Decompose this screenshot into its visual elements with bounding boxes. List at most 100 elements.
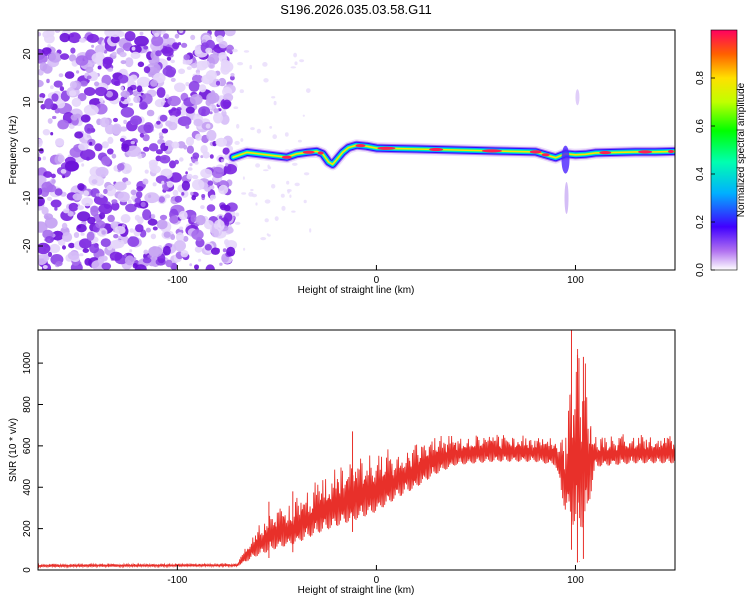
noise-blob [303,199,307,204]
noise-blob [146,109,155,117]
noise-blob [107,67,114,72]
noise-blob [117,163,125,171]
noise-blob [70,47,76,54]
noise-blob [69,147,83,158]
noise-blob [80,232,85,236]
ridge-hotspot [481,149,502,153]
y-tick-label: 1000 [22,352,33,375]
noise-blob [59,86,65,92]
noise-blob [150,233,157,240]
noise-blob [119,138,125,142]
colorbar-tick-label: 0.0 [695,263,706,277]
noise-blob [177,116,192,127]
colorbar-tick-label: 0.4 [695,167,706,181]
noise-blob [67,251,80,260]
noise-blob [271,184,276,189]
noise-blob [224,30,236,37]
noise-blob [190,34,196,41]
noise-blob [194,161,199,165]
noise-blob [111,123,122,135]
noise-blob [68,242,75,249]
noise-blob [39,62,48,72]
noise-blob [232,48,238,53]
noise-blob [38,79,44,88]
noise-blob [77,205,84,211]
noise-blob [46,78,50,84]
noise-blob [150,79,158,87]
noise-blob [192,174,199,180]
snr-x-axis: -100 0 100 [167,565,584,586]
x-tick-label: 0 [374,575,380,586]
noise-blob [243,247,246,251]
noise-blob [137,216,144,225]
noise-blob [230,75,235,81]
noise-blob [158,132,163,137]
colorbar: 0.0 0.2 0.4 0.6 0.8 Normalized spectral ampl… [695,29,747,277]
noise-blob [47,196,52,201]
noise-blob [130,140,135,145]
noise-blob [159,114,168,122]
noise-blob [223,93,234,102]
noise-blob [111,199,118,204]
noise-blob [142,134,150,142]
noise-blob [186,145,194,154]
noise-blob [68,54,77,62]
noise-blob [204,220,214,230]
noise-blob [152,226,158,231]
noise-blob [50,85,54,90]
noise-blob [143,249,149,255]
noise-blob [114,226,126,235]
noise-blob [120,96,125,102]
noise-blob [69,124,75,129]
noise-blob [124,255,135,266]
noise-blob [170,234,176,240]
noise-blob [42,156,46,161]
noise-blob [226,246,236,257]
noise-blob [287,189,290,194]
noise-blob [156,219,168,230]
noise-blob [172,42,180,50]
noise-blob [83,87,96,96]
noise-blob [170,77,176,82]
noise-blob [102,56,114,65]
noise-blob [294,182,300,187]
noise-blob [91,44,95,48]
noise-blob [130,115,143,126]
ridge-hotspot [541,153,550,157]
snr-spikes [268,330,584,563]
noise-blob [213,108,219,114]
noise-blob [161,180,165,185]
snr-y-label: SNR (10 * v/v) [8,418,19,482]
noise-blob [174,82,186,93]
noise-blob [80,149,96,161]
noise-blob [190,191,194,196]
noise-blob [47,251,53,257]
noise-blob [105,90,113,98]
noise-blob [218,184,229,195]
noise-blob [219,262,223,266]
ridge-hotspot [302,150,315,154]
noise-blob [44,217,58,229]
noise-blob [185,82,190,87]
noise-blob [90,205,99,217]
x-tick-label: 100 [567,275,584,286]
noise-blob [120,107,135,118]
noise-blob [222,108,226,112]
noise-blob [69,90,77,97]
noise-blob [209,111,213,115]
noise-blob [76,224,87,233]
noise-blob [211,228,220,238]
noise-blob [104,30,115,37]
noise-blob [213,112,223,124]
noise-blob [309,228,312,233]
colorbar-tick-label: 0.8 [695,71,706,85]
noise-blob [236,123,240,129]
colorbar-tick-label: 0.6 [695,119,706,133]
noise-blob [202,151,210,159]
noise-blob [148,246,163,258]
noise-blob [137,61,145,68]
noise-blob [61,222,68,229]
noise-blob [156,87,166,98]
noise-blob [269,126,273,129]
noise-blob [154,32,160,38]
